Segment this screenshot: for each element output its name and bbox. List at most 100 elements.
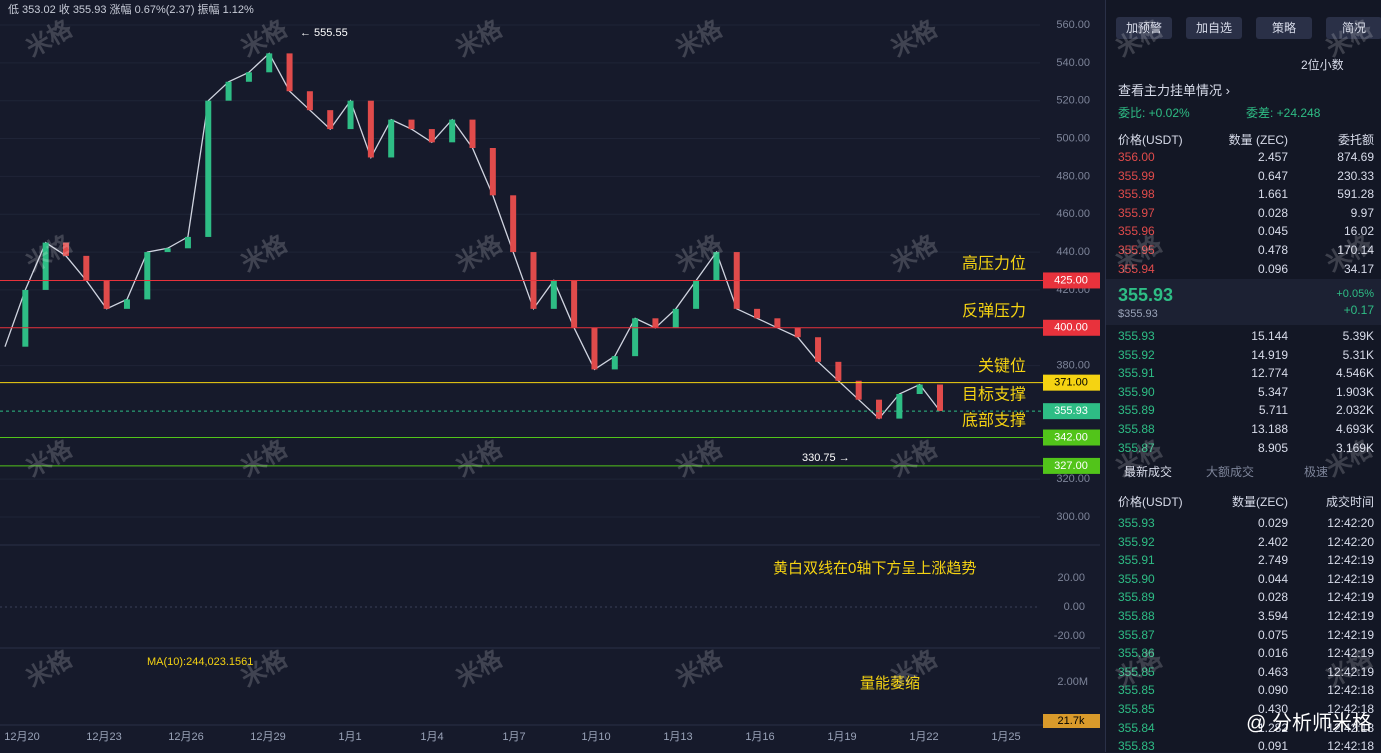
volume-tag — [1043, 714, 1100, 728]
x-tick-label: 1月13 — [663, 731, 692, 743]
ask-cell: 591.28 — [1337, 187, 1374, 202]
level-tag — [1043, 429, 1100, 446]
trade-cell: 2.749 — [1257, 553, 1288, 568]
ask-cell: 355.97 — [1118, 205, 1155, 220]
ask-cell: 355.96 — [1118, 224, 1155, 239]
trade-cell: 355.85 — [1118, 683, 1155, 698]
trade-cell: 355.89 — [1118, 590, 1155, 605]
trade-header: 数量(ZEC) — [1232, 495, 1288, 509]
candle — [306, 91, 313, 111]
level-tag — [1043, 374, 1100, 391]
trade-cell: 355.83 — [1118, 739, 1155, 753]
candle — [347, 100, 354, 130]
candle — [184, 236, 191, 249]
trade-cell: 355.90 — [1118, 571, 1155, 586]
bid-cell: 14.919 — [1251, 347, 1288, 362]
y-tick-label: 380.00 — [1056, 360, 1090, 372]
ask-cell: 1.661 — [1257, 187, 1288, 202]
macd-tick: -20.00 — [1054, 630, 1085, 642]
trade-cell: 0.044 — [1257, 571, 1288, 586]
candle — [591, 327, 598, 370]
candle — [794, 327, 801, 338]
ask-cell: 0.478 — [1257, 243, 1288, 257]
tab[interactable]: 极速 — [1304, 465, 1329, 479]
change: +0.17 — [1343, 303, 1374, 317]
ask-cell: 0.045 — [1257, 224, 1288, 239]
trade-header: 成交时间 — [1325, 495, 1374, 509]
trade-cell: 0.090 — [1257, 683, 1288, 698]
x-tick-label: 12月20 — [4, 731, 39, 743]
y-tick-label: 540.00 — [1056, 57, 1090, 69]
x-tick-label: 1月25 — [991, 731, 1020, 743]
tab[interactable]: 最新成交 — [1124, 465, 1173, 479]
decimals[interactable]: 2位小数 — [1301, 58, 1344, 72]
candle — [62, 242, 69, 256]
ask-cell: 34.17 — [1343, 261, 1374, 276]
bid-cell: 355.88 — [1118, 422, 1155, 436]
x-tick-label: 1月19 — [827, 731, 856, 743]
candle — [164, 248, 171, 253]
bid-cell: 355.90 — [1118, 384, 1155, 399]
candle — [489, 148, 496, 196]
trade-cell: 12:42:19 — [1327, 646, 1374, 661]
candle — [815, 337, 822, 362]
level-note: 反弹压力 — [962, 302, 1026, 320]
x-tick-label: 1月10 — [581, 731, 610, 743]
ratio: 委比: +0.02% — [1118, 106, 1190, 120]
x-tick-label: 12月29 — [250, 731, 285, 743]
ask-cell: 874.69 — [1337, 150, 1374, 164]
trade-cell: 12:42:20 — [1327, 516, 1374, 530]
candle — [408, 119, 415, 130]
trade-cell: 1.282 — [1257, 720, 1288, 735]
candle — [205, 100, 212, 237]
candle — [449, 119, 456, 143]
button[interactable]: 加自选 — [1186, 17, 1242, 39]
trade-cell: 12:42:18 — [1327, 720, 1374, 735]
x-tick-label: 1月1 — [338, 731, 361, 743]
last-usd: $355.93 — [1118, 308, 1158, 320]
chart: 低 353.02 收 355.93 涨幅 0.67%(2.37) 振幅 1.12… — [0, 2, 1100, 743]
candle — [428, 129, 435, 143]
candle — [123, 299, 130, 309]
bid-cell: 355.87 — [1118, 440, 1155, 455]
candle — [42, 242, 49, 290]
ask-cell: 355.98 — [1118, 187, 1155, 202]
last-price: 355.93 — [1118, 285, 1174, 305]
candle — [550, 280, 557, 309]
order-panel: 加预警 加自选 策略 简况 2位小数 查看主力挂单情况 › 委比: +0.02% 委差: +2… — [1105, 0, 1381, 753]
trade-cell: 12:42:19 — [1327, 609, 1374, 623]
candle — [469, 119, 476, 148]
book-header: 价格(USDT) — [1118, 133, 1183, 147]
depth-link[interactable]: 查看主力挂单情况 › — [1118, 83, 1230, 98]
y-tick-label: 460.00 — [1056, 208, 1090, 220]
level-tag — [1043, 319, 1100, 336]
bid-cell: 5.31K — [1342, 347, 1374, 362]
tab[interactable]: 大额成交 — [1206, 465, 1255, 479]
candle — [286, 53, 293, 92]
button[interactable]: 加预警 — [1116, 17, 1172, 39]
bid-cell: 5.39K — [1342, 329, 1374, 343]
candle — [327, 110, 334, 130]
candle — [388, 119, 395, 158]
price-line — [4, 52, 941, 420]
trade-cell: 0.016 — [1257, 646, 1288, 661]
x-tick-label: 1月16 — [745, 731, 774, 743]
button[interactable]: 策略 — [1256, 17, 1312, 39]
trade-cell: 12:42:19 — [1327, 627, 1374, 642]
high-label: ← 555.55 — [300, 27, 348, 39]
volume-ma: MA(10):244,023.1561 — [147, 656, 253, 668]
trade-cell: 3.594 — [1257, 609, 1288, 623]
volume-last: 21.7k — [1058, 715, 1085, 727]
y-tick-label: 300.00 — [1056, 511, 1090, 523]
trade-cell: 0.430 — [1257, 702, 1288, 716]
level-note: 关键位 — [978, 357, 1026, 375]
trade-cell: 12:42:19 — [1327, 553, 1374, 568]
y-tick-label: 560.00 — [1056, 19, 1090, 31]
level-tag — [1043, 457, 1100, 474]
y-tick-label: 500.00 — [1056, 132, 1090, 144]
trade-cell: 12:42:18 — [1327, 683, 1374, 698]
candle — [571, 280, 578, 328]
button[interactable]: 简况 — [1326, 17, 1381, 39]
bid-cell: 8.905 — [1257, 440, 1288, 455]
